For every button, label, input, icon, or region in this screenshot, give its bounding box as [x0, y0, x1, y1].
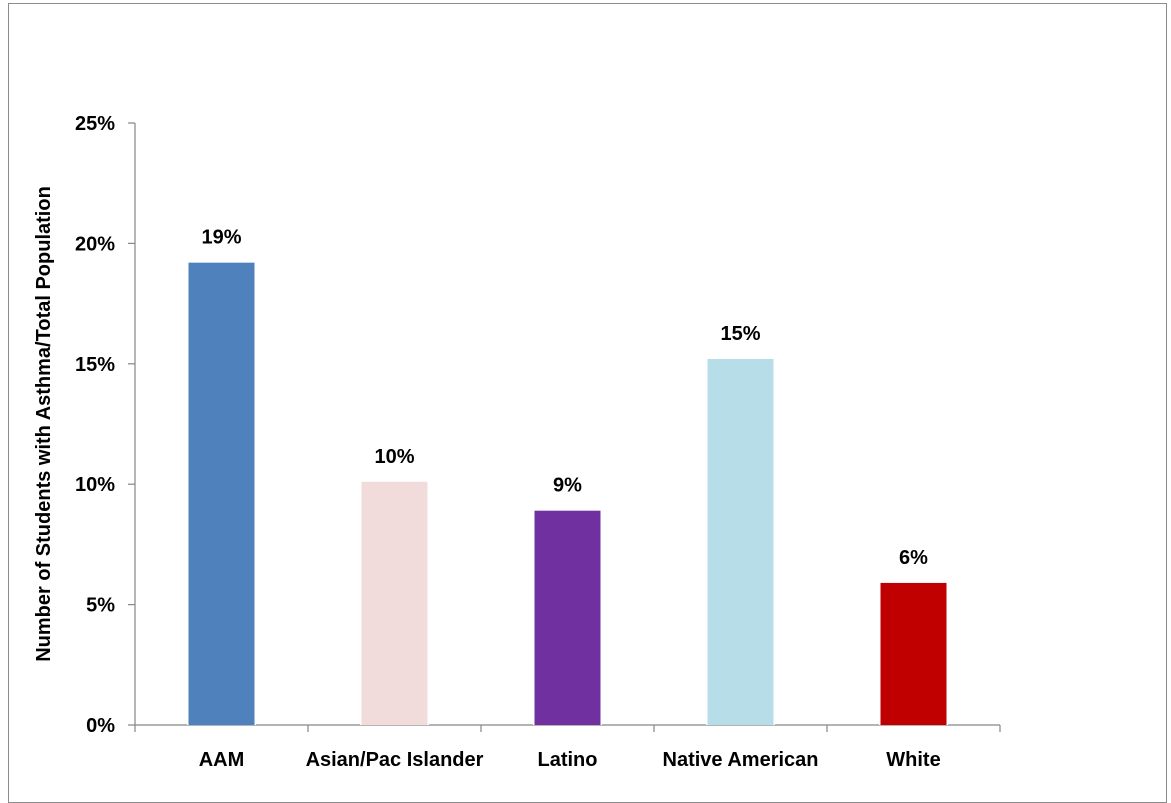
y-tick-label: 10% [75, 474, 115, 496]
x-tick-label: Asian/Pac Islander [306, 749, 484, 771]
x-tick-label: Latino [538, 749, 598, 771]
y-tick-label: 0% [86, 715, 115, 737]
x-axis: AAM Asian/Pac Islander Latino Native Americ… [134, 724, 1001, 771]
data-labels: 19% 10% 9% 15% 6% [201, 227, 928, 569]
y-tick-label: 25% [75, 113, 115, 135]
bar-data-label: 6% [899, 547, 928, 569]
y-tick-label: 5% [86, 595, 115, 617]
x-tick-label: AAM [199, 749, 245, 771]
bar [707, 358, 774, 725]
bar [188, 262, 255, 725]
bar-data-label: 10% [374, 446, 414, 468]
y-axis: 0% 5% 10% 15% 20% 25% [75, 113, 136, 737]
bars [187, 261, 948, 725]
bar [361, 481, 428, 725]
y-axis-title: Number of Students with Asthma/Total Pop… [33, 186, 55, 662]
x-tick-label: Native American [663, 749, 819, 771]
y-tick-label: 20% [75, 233, 115, 255]
bar-data-label: 15% [720, 323, 760, 345]
bar [880, 582, 947, 725]
bar-data-label: 19% [201, 227, 241, 249]
x-tick-label: White [886, 749, 940, 771]
bar [534, 510, 601, 725]
bar-data-label: 9% [553, 475, 582, 497]
y-tick-label: 15% [75, 354, 115, 376]
